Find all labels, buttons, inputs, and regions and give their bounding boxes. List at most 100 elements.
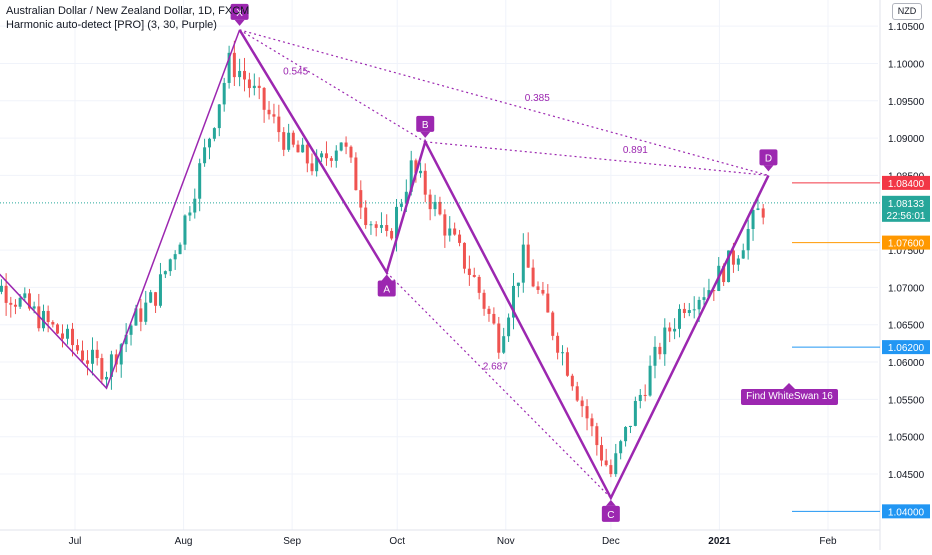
- x-tick-label: Jul: [69, 536, 82, 547]
- candle-body: [399, 203, 403, 207]
- candle-body: [702, 297, 706, 300]
- indicator-title: Harmonic auto-detect [PRO] (3, 30, Purpl…: [6, 19, 217, 31]
- candle-body: [590, 418, 594, 427]
- symbol-title: Australian Dollar / New Zealand Dollar, …: [6, 5, 250, 17]
- level-price-label: 1.08400: [888, 179, 925, 190]
- candle-body: [761, 208, 765, 218]
- candle-body: [334, 150, 338, 161]
- candle-body: [575, 386, 579, 401]
- candle-body: [305, 144, 309, 164]
- candle-body: [458, 234, 462, 243]
- candle-body: [467, 268, 471, 275]
- candle-body: [409, 160, 413, 192]
- x-tick-label: Dec: [602, 536, 620, 547]
- candle-body: [692, 309, 696, 311]
- candle-body: [707, 290, 711, 298]
- candle-body: [86, 360, 90, 364]
- candle-body: [668, 327, 672, 332]
- y-tick-label: 1.10000: [888, 59, 925, 70]
- x-tick-label: Nov: [497, 536, 515, 547]
- candle-body: [70, 328, 74, 346]
- candle-body: [0, 285, 3, 292]
- level-price-label: 1.07600: [888, 239, 925, 250]
- candle-body: [570, 375, 574, 387]
- pattern-point-label: A: [383, 284, 390, 295]
- candle-body: [198, 163, 202, 199]
- level-price-tag: [882, 235, 930, 250]
- candle-body: [648, 365, 652, 396]
- candle-body: [673, 328, 677, 332]
- level-price-tag: [882, 175, 930, 190]
- candle-body: [262, 87, 266, 110]
- candle-body: [272, 114, 276, 117]
- candle-body: [585, 406, 589, 419]
- candle-body: [310, 163, 314, 172]
- candle-body: [516, 282, 520, 286]
- candle-body: [81, 350, 85, 361]
- candle-body: [324, 153, 328, 159]
- pattern-prelude-line: [0, 29, 241, 390]
- candle-body: [628, 425, 632, 427]
- candle-body: [443, 214, 447, 236]
- candle-body: [526, 244, 530, 268]
- candle-body: [536, 286, 540, 290]
- candle-body: [291, 132, 295, 145]
- candle-body: [633, 400, 637, 426]
- candle-body: [158, 274, 162, 306]
- candle-body: [18, 297, 22, 307]
- candle-body: [658, 346, 662, 355]
- y-tick-label: 1.07500: [888, 246, 925, 257]
- candle-body: [287, 132, 291, 150]
- candle-body: [619, 441, 623, 454]
- candle-body: [51, 322, 55, 325]
- candle-body: [551, 312, 555, 336]
- y-tick-label: 1.07000: [888, 283, 925, 294]
- candle-body: [722, 265, 726, 283]
- candle-body: [315, 157, 319, 172]
- candle-body: [105, 376, 109, 380]
- current-price-tag: [882, 195, 930, 222]
- candle-body: [682, 308, 686, 313]
- pattern-leg-line: [238, 29, 770, 501]
- candle-body: [727, 250, 731, 283]
- x-tick-label: 2021: [708, 536, 731, 547]
- candle-body: [472, 274, 476, 277]
- candle-body: [124, 334, 128, 345]
- candle-body: [134, 308, 138, 326]
- candle-body: [23, 293, 27, 298]
- candle-body: [296, 144, 300, 153]
- currency-button[interactable]: NZD: [892, 3, 922, 20]
- candle-body: [41, 310, 45, 329]
- candle-body: [46, 310, 50, 323]
- candle-body: [404, 191, 408, 204]
- pattern-ratio-line: [239, 29, 769, 177]
- candle-body: [252, 85, 256, 89]
- candle-body: [212, 128, 216, 139]
- pattern-point-marker: [601, 505, 620, 522]
- candle-body: [27, 293, 31, 309]
- x-tick-label: Feb: [819, 536, 837, 547]
- candle-body: [492, 313, 496, 324]
- candle-body: [448, 228, 452, 236]
- candle-body: [163, 271, 167, 275]
- candle-body: [604, 460, 608, 466]
- candle-body: [428, 194, 432, 210]
- candle-body: [751, 209, 755, 229]
- candle-body: [502, 336, 506, 353]
- candle-body: [580, 400, 584, 407]
- candle-body: [385, 225, 389, 231]
- candle-body: [600, 445, 604, 461]
- candle-body: [9, 302, 13, 305]
- candle-body: [433, 201, 437, 210]
- candle-body: [144, 302, 148, 322]
- candle-body: [139, 308, 143, 322]
- y-tick-label: 1.06500: [888, 321, 925, 332]
- candle-body: [37, 306, 41, 329]
- candle-body: [364, 207, 368, 226]
- level-price-label: 1.04000: [888, 507, 925, 518]
- ratio-label: 0.891: [623, 145, 648, 156]
- candle-body: [129, 325, 133, 335]
- candle-body: [203, 147, 207, 164]
